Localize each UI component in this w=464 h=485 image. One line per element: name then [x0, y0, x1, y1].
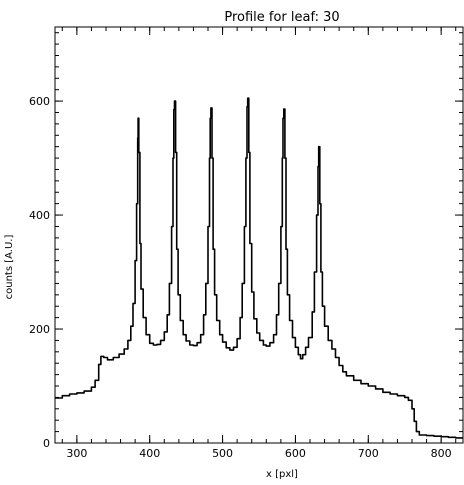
- x-axis-label: x [pxl]: [266, 469, 298, 480]
- y-tick-label: 200: [29, 323, 50, 336]
- y-axis-label: counts [A.U.]: [4, 235, 15, 300]
- x-tick-label: 800: [431, 447, 452, 460]
- plot-frame: [54, 26, 464, 444]
- x-tick-label: 500: [212, 447, 233, 460]
- y-tick-label: 600: [29, 95, 50, 108]
- series-line: [55, 97, 463, 439]
- y-tick-label: 0: [43, 437, 50, 450]
- x-tick-label: 300: [66, 447, 87, 460]
- x-tick-label: 600: [285, 447, 306, 460]
- chart-title: Profile for leaf: 30: [224, 10, 339, 25]
- y-tick-label: 400: [29, 209, 50, 222]
- x-tick-label: 400: [139, 447, 160, 460]
- axis-ticks: 300 400 500 600 700 800 0 200 400 600: [29, 27, 463, 460]
- x-tick-label: 700: [358, 447, 379, 460]
